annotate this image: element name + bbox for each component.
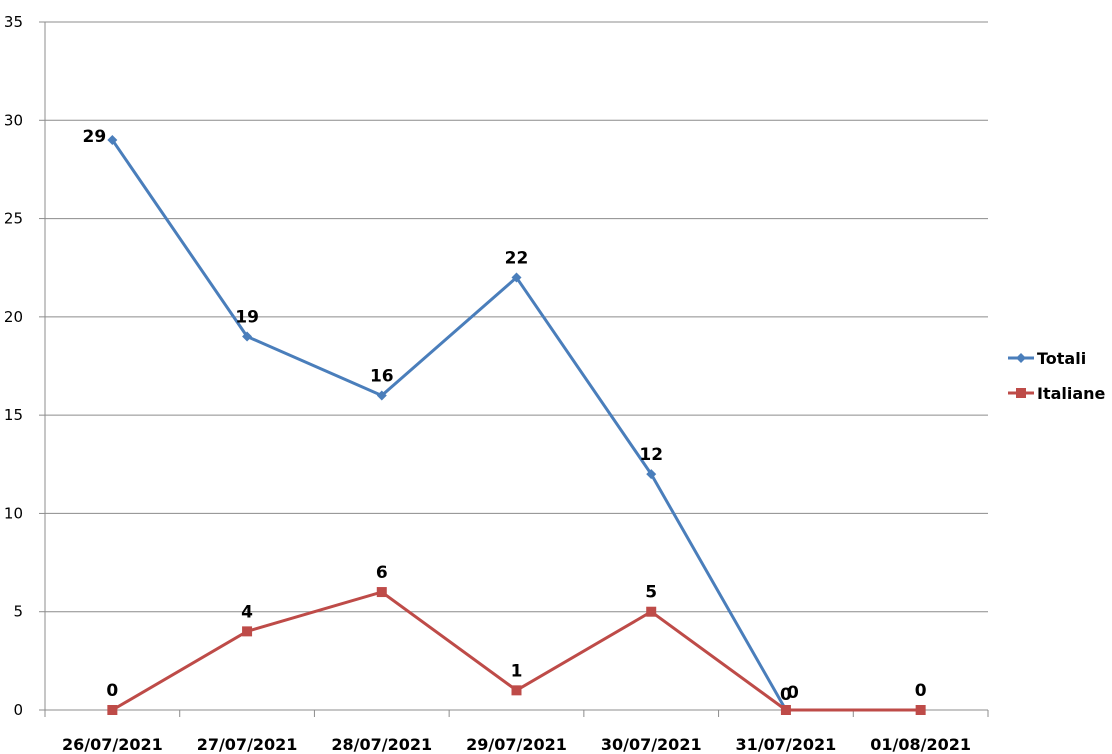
- legend-label-italiane: Italiane: [1037, 384, 1106, 403]
- data-label-6: 0: [106, 681, 118, 701]
- y-tick-label-20: 20: [4, 308, 23, 326]
- x-tick-label-4: 30/07/2021: [601, 735, 702, 754]
- legend-label-totali: Totali: [1037, 349, 1086, 368]
- data-label-4: 12: [639, 445, 663, 465]
- series-line-totali: [111, 139, 788, 711]
- point-italiane-3: [511, 685, 522, 696]
- data-label-0: 29: [83, 127, 107, 147]
- x-tick-label-3: 29/07/2021: [466, 735, 567, 754]
- y-tick-label-10: 10: [4, 504, 23, 522]
- x-tick-label-6: 01/08/2021: [870, 735, 971, 754]
- x-axis-ticks: 26/07/2021 27/07/2021 28/07/2021 29/07/2021…: [44, 710, 989, 754]
- x-tick-label-2: 28/07/2021: [331, 735, 432, 754]
- y-tick-label-25: 25: [4, 210, 23, 228]
- point-italiane-5: [780, 705, 791, 715]
- gridlines: [45, 21, 988, 613]
- point-italiane-6: [915, 705, 926, 715]
- data-label-10: 5: [645, 583, 657, 603]
- legend-marker-totali: [1016, 353, 1026, 363]
- data-label-1: 19: [235, 308, 259, 328]
- point-italiane-4: [646, 606, 657, 617]
- data-label-7: 4: [241, 602, 253, 622]
- y-tick-label-0: 0: [13, 701, 23, 719]
- point-totali-1: [242, 331, 253, 342]
- legend-marker-italiane: [1016, 388, 1026, 398]
- point-italiane-0: [107, 705, 118, 715]
- point-italiane-2: [376, 587, 387, 598]
- data-label-2: 16: [370, 366, 394, 386]
- point-totali-3: [511, 272, 522, 283]
- series-group: [107, 134, 926, 715]
- x-tick-label-5: 31/07/2021: [736, 735, 837, 754]
- data-label-8: 6: [376, 563, 388, 583]
- x-tick-label-1: 27/07/2021: [197, 735, 298, 754]
- y-tick-label-5: 5: [13, 603, 23, 621]
- y-axis-ticks: 0 5 10 15 20 25 30 35: [4, 13, 45, 719]
- y-tick-label-35: 35: [4, 13, 23, 31]
- point-italiane-1: [242, 626, 253, 637]
- data-label-9: 1: [511, 661, 523, 681]
- point-totali-0: [107, 134, 118, 145]
- data-label-3: 22: [505, 249, 529, 269]
- data-label-5: 0: [787, 683, 799, 703]
- data-label-11: 0: [915, 681, 927, 701]
- x-tick-label-0: 26/07/2021: [62, 735, 163, 754]
- legend: Totali Italiane: [1008, 349, 1106, 403]
- data-label-12: 0: [780, 685, 792, 705]
- y-tick-label-30: 30: [4, 111, 23, 129]
- point-totali-4: [646, 469, 657, 480]
- y-tick-label-15: 15: [4, 406, 23, 424]
- point-totali-2: [376, 390, 387, 401]
